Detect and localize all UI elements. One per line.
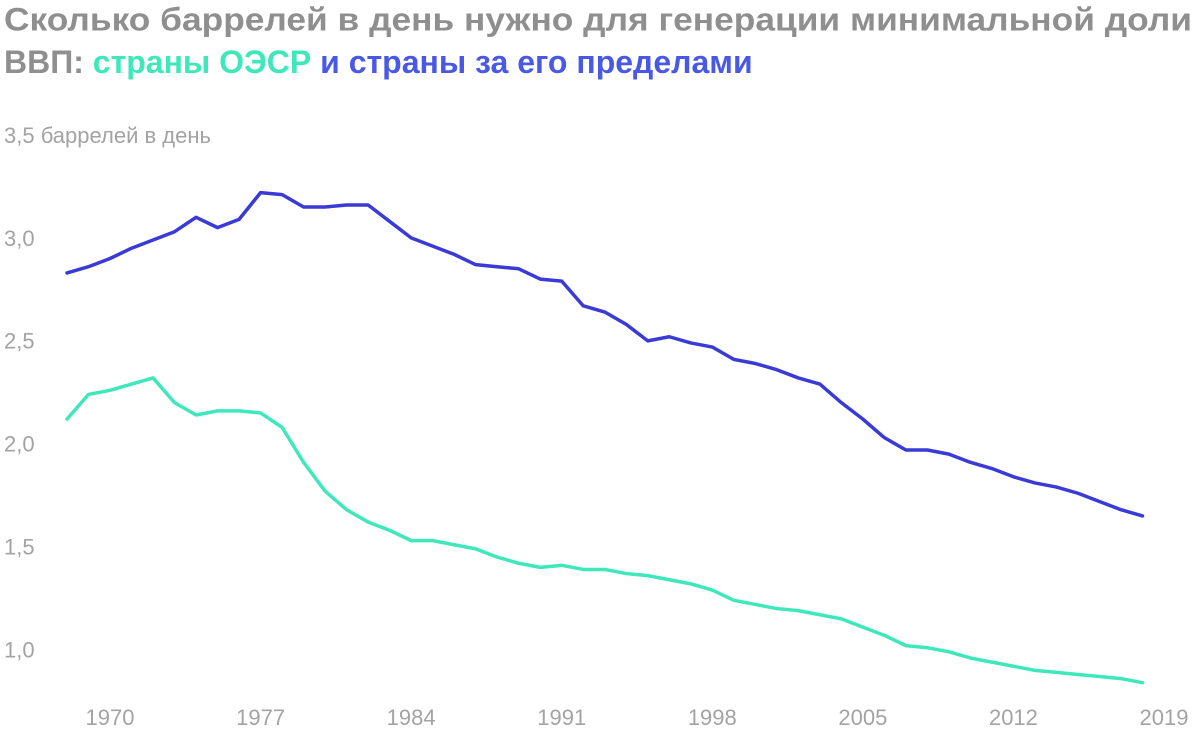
chart-title: Сколько баррелей в день нужно для генера… [4,1,1192,37]
legend-entry: страны ОЭСР [93,44,311,80]
chart-title-line: ВВП: страны ОЭСР и страны за его предела… [4,44,753,80]
chart-title: ВВП: [4,44,84,80]
x-tick-label: 1991 [537,705,586,730]
line-series [65,190,1145,518]
y-tick-label: 1,5 [4,535,35,560]
x-tick-label: 1977 [236,705,285,730]
x-tick-label: 2005 [838,705,887,730]
y-tick-label: 2,5 [4,329,35,354]
x-tick-label: 2019 [1140,705,1189,730]
line-series [65,376,1145,685]
y-tick-label: 3,0 [4,226,35,251]
x-tick-label: 1984 [387,705,436,730]
x-tick-label: 1970 [86,705,135,730]
y-tick-label: 1,0 [4,638,35,663]
y-tick-label: 3,5 баррелей в день [4,123,211,148]
x-tick-label: 1998 [688,705,737,730]
legend-entry: и страны за его пределами [320,44,752,80]
x-tick-label: 2012 [989,705,1038,730]
y-tick-label: 2,0 [4,432,35,457]
